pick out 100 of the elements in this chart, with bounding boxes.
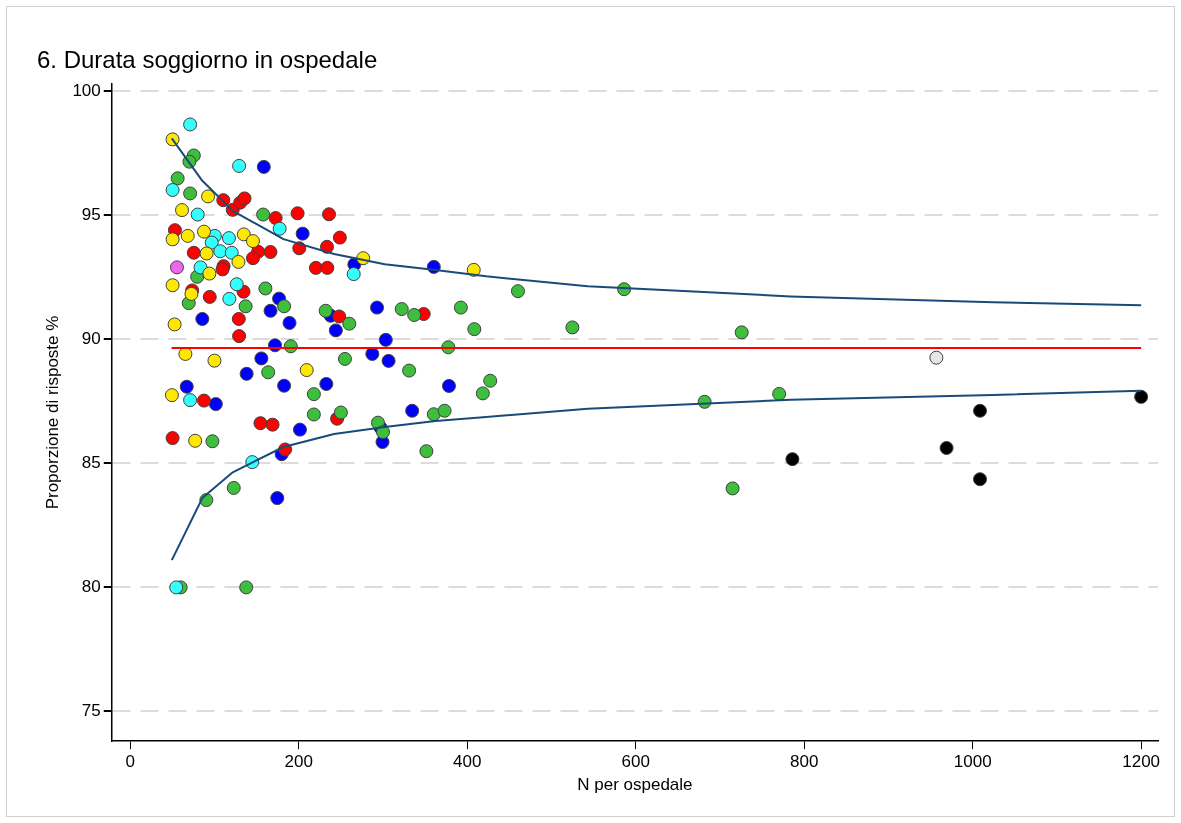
point — [197, 224, 211, 239]
point — [337, 351, 352, 366]
point — [188, 433, 203, 448]
point — [308, 260, 323, 275]
x-tick-label: 1000 — [953, 752, 992, 772]
point — [263, 245, 278, 259]
point — [270, 491, 285, 506]
point — [342, 316, 357, 331]
point — [1134, 389, 1149, 404]
point — [165, 232, 180, 247]
point — [254, 351, 269, 366]
point — [224, 245, 239, 260]
point — [256, 207, 271, 222]
point — [734, 325, 749, 340]
point — [929, 350, 944, 365]
point — [226, 480, 241, 495]
point — [238, 299, 253, 314]
point — [378, 332, 393, 347]
point — [772, 386, 787, 401]
point — [239, 580, 254, 595]
point — [475, 386, 490, 401]
x-tick-label: 800 — [790, 752, 819, 772]
point — [258, 281, 273, 296]
point — [229, 277, 244, 292]
point — [277, 378, 292, 393]
point — [245, 234, 260, 249]
point — [565, 320, 580, 335]
point — [973, 403, 988, 418]
point — [183, 186, 198, 201]
point — [467, 322, 482, 337]
point — [201, 189, 216, 204]
point — [207, 353, 222, 368]
point — [306, 387, 321, 402]
point — [169, 580, 184, 595]
point — [221, 231, 236, 246]
point — [208, 397, 223, 412]
point — [165, 278, 180, 293]
y-tick-label: 95 — [81, 204, 101, 224]
point — [319, 376, 334, 391]
chart-title: 6. Durata soggiorno in ospedale — [37, 46, 378, 74]
point — [346, 267, 361, 282]
point — [202, 266, 217, 281]
point — [164, 388, 179, 403]
point — [437, 403, 452, 418]
point — [232, 158, 247, 173]
point — [236, 227, 251, 242]
point — [306, 407, 321, 422]
point — [381, 353, 396, 368]
point — [292, 422, 307, 437]
point — [265, 417, 280, 432]
x-axis-title: N per ospedale — [577, 775, 693, 795]
point — [332, 309, 347, 324]
y-tick-label: 90 — [81, 329, 101, 349]
point — [453, 300, 468, 315]
point — [322, 207, 337, 222]
point — [290, 206, 305, 221]
point — [231, 311, 246, 326]
point — [183, 117, 198, 132]
point — [169, 260, 184, 275]
point — [419, 444, 434, 459]
point — [167, 317, 182, 332]
point — [725, 481, 740, 496]
point — [205, 434, 220, 449]
point — [483, 373, 498, 388]
point — [199, 246, 214, 261]
point — [402, 363, 417, 378]
y-axis-title: Proporzione di risposte % — [42, 315, 62, 510]
point — [328, 323, 343, 338]
point — [237, 191, 252, 206]
point — [213, 244, 228, 259]
point — [407, 308, 422, 323]
point — [183, 393, 198, 408]
point — [510, 284, 525, 299]
x-tick-label: 200 — [284, 752, 313, 772]
y-tick-label: 85 — [81, 453, 101, 473]
point — [197, 393, 211, 408]
x-tick-label: 600 — [621, 752, 650, 772]
point — [939, 440, 954, 455]
point — [231, 254, 246, 269]
point — [394, 302, 409, 317]
x-tick-label: 0 — [125, 752, 136, 772]
point — [272, 221, 287, 236]
point — [170, 171, 185, 186]
y-tick-label: 75 — [81, 701, 101, 721]
point — [165, 182, 180, 197]
point — [282, 315, 297, 330]
point — [332, 230, 347, 245]
point — [253, 416, 268, 431]
point — [239, 366, 254, 381]
point — [195, 311, 210, 326]
point — [405, 403, 420, 418]
point — [320, 260, 335, 275]
point — [190, 207, 205, 222]
point — [180, 228, 195, 243]
point — [186, 245, 201, 260]
point — [277, 299, 292, 314]
point — [202, 289, 217, 304]
point — [232, 329, 247, 344]
point — [268, 211, 283, 226]
y-tick-label: 80 — [81, 577, 101, 597]
